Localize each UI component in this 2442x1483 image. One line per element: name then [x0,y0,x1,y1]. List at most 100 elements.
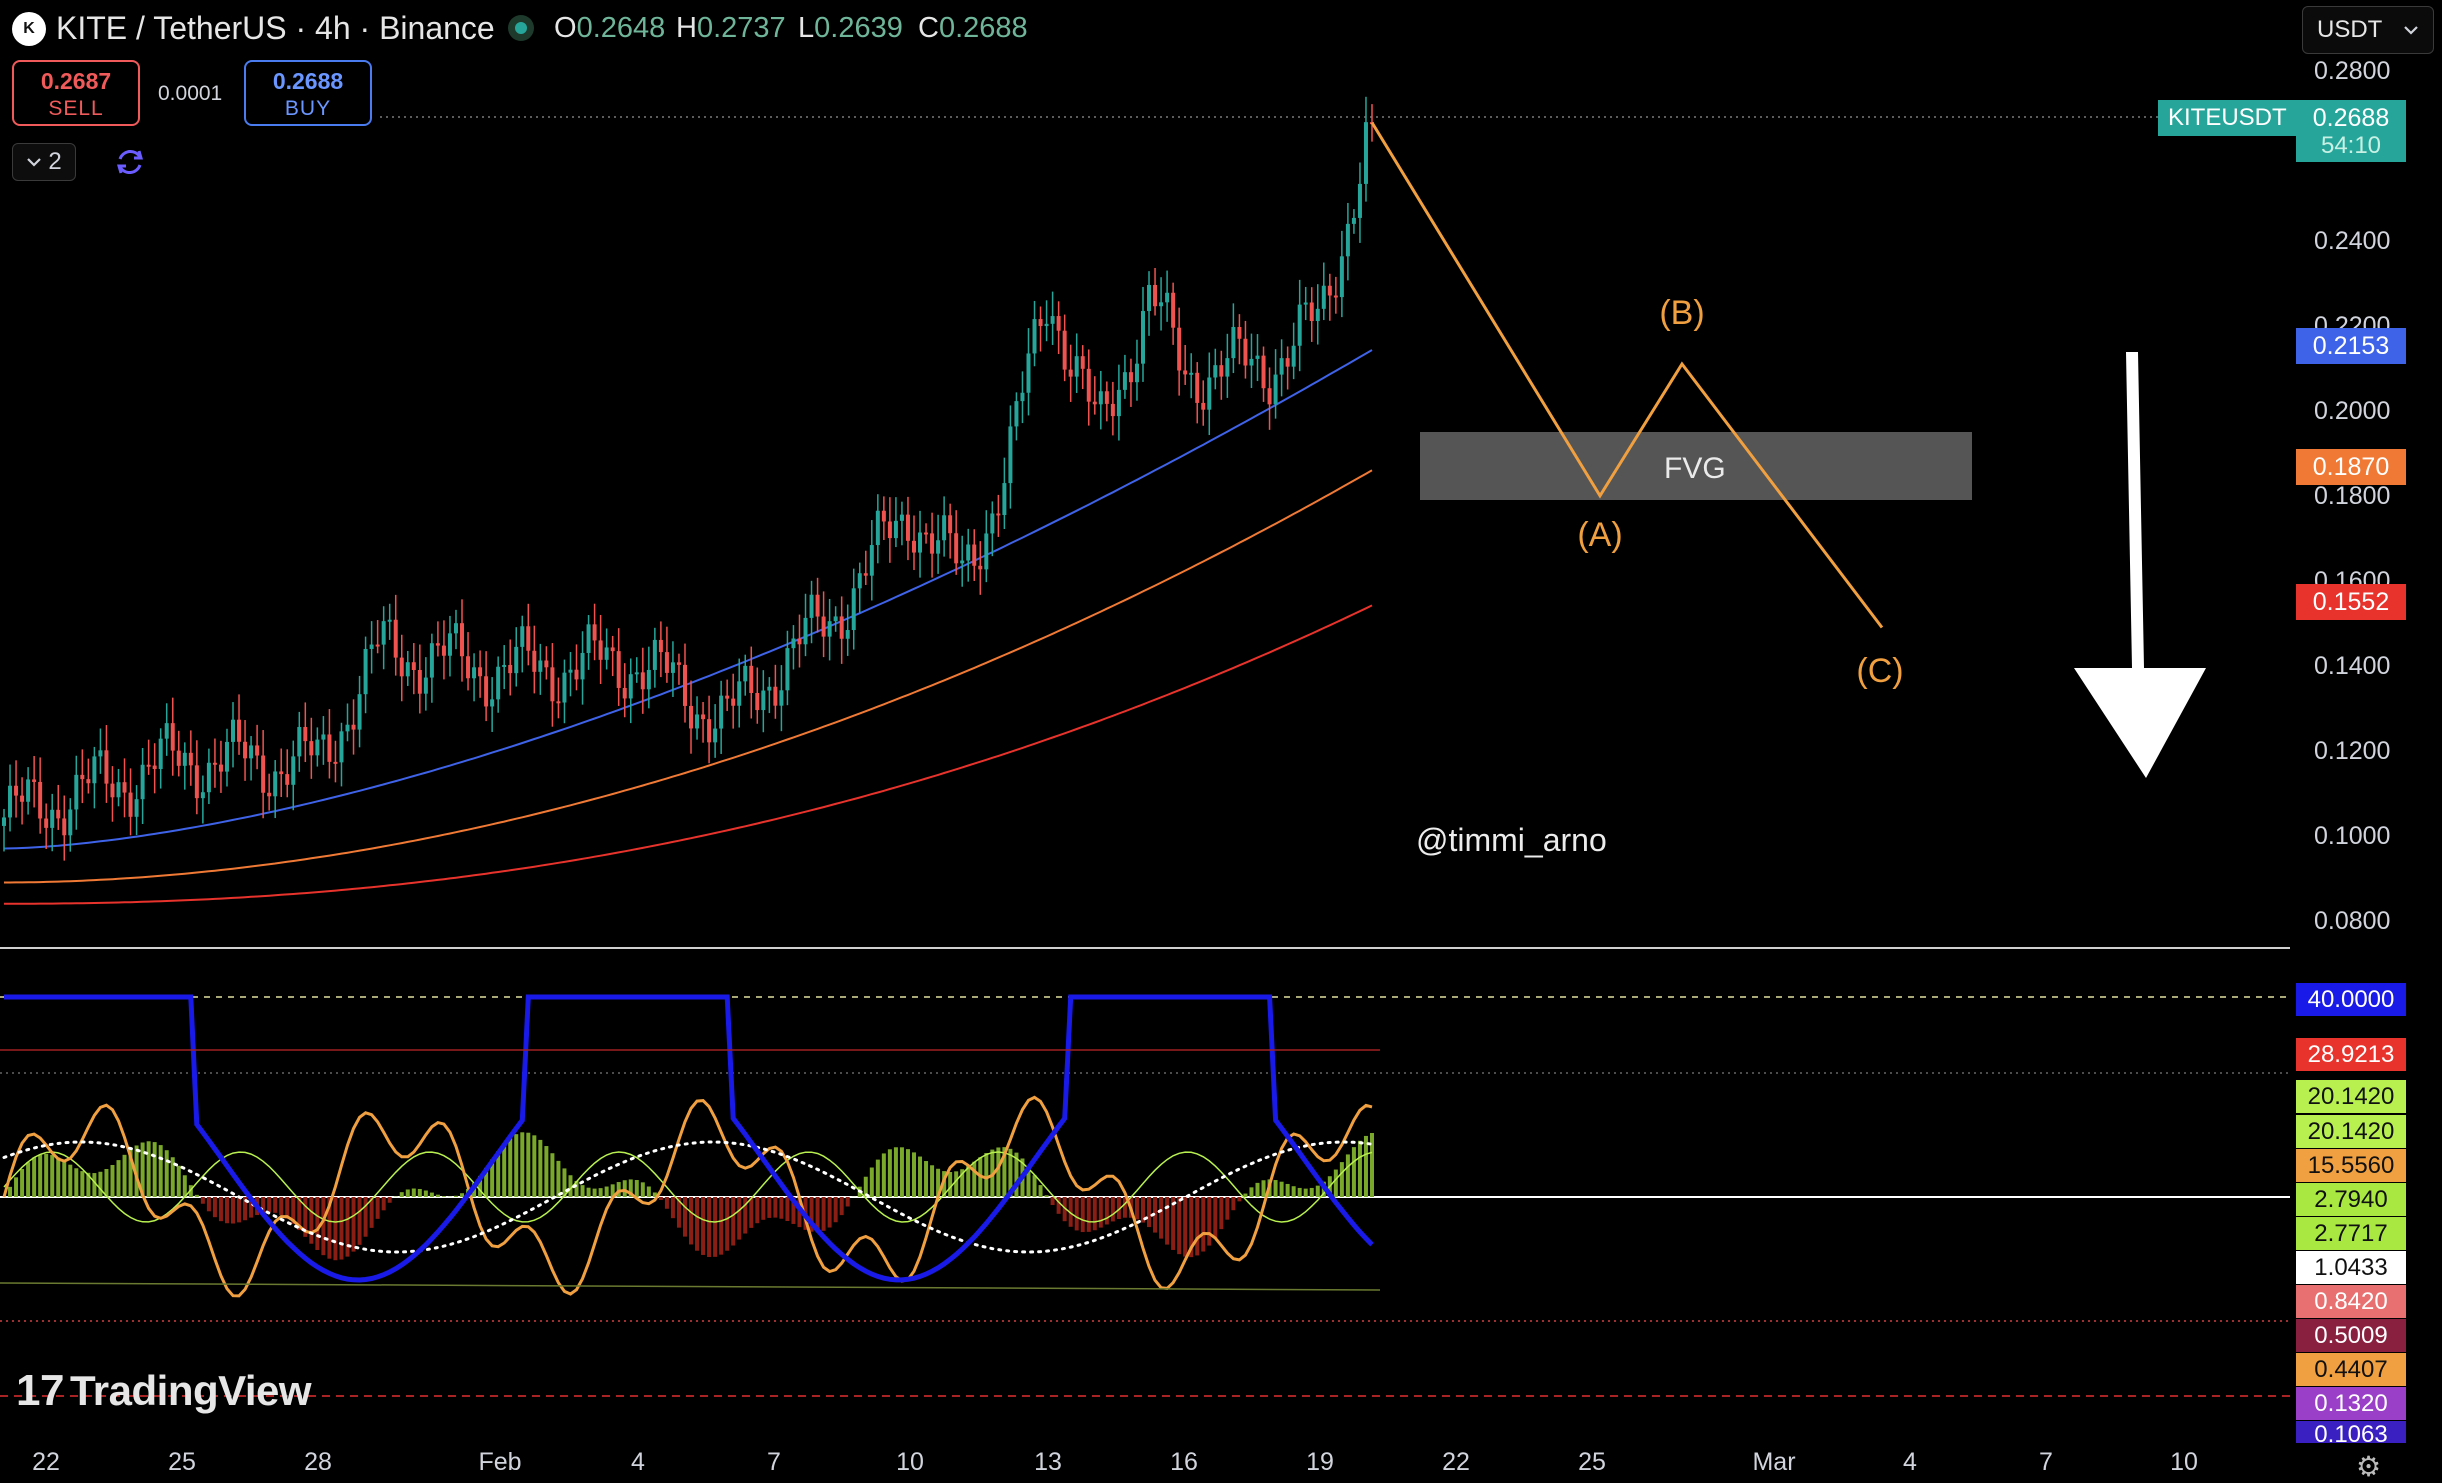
symbol-logo[interactable]: K [12,12,46,46]
candle-body [1159,302,1163,306]
histogram-bar [840,1197,844,1215]
histogram-bar [635,1180,639,1197]
settings-gear-icon[interactable]: ⚙ [2356,1450,2381,1483]
histogram-bar [641,1182,645,1197]
candle-body [86,779,90,783]
histogram-bar [430,1193,434,1197]
currency-select[interactable]: USDT [2302,6,2434,54]
histogram-bar [779,1197,783,1219]
histogram-bar [587,1188,591,1197]
indicator-tag: 0.1063 [2296,1421,2406,1443]
wave-c-label: (C) [1856,652,1903,691]
histogram-bar [1099,1197,1103,1228]
histogram-bar [948,1172,952,1197]
candle-body [339,731,343,762]
ma-mid-line [4,470,1372,882]
candle-body [532,651,536,672]
histogram-bar [1051,1197,1055,1205]
histogram-bar [538,1140,542,1197]
histogram-bar [315,1197,319,1250]
candle-body [436,643,440,645]
histogram-bar [56,1158,60,1197]
ma-mid-tag: 0.1870 [2296,449,2406,485]
candle-body [2,817,6,826]
price-axis-label: 0.1800 [2314,482,2390,511]
tradingview-text: TradingView [70,1367,311,1415]
histogram-bar [123,1155,127,1197]
candle-body [207,763,211,792]
candle-body [460,623,464,656]
histogram-bar [707,1197,711,1257]
candle-body [1183,370,1187,374]
candle-body [147,765,151,767]
histogram-bar [725,1197,729,1251]
tradingview-mark-icon: 17 [16,1366,64,1416]
histogram-bar [26,1162,30,1197]
candle-body [725,696,729,699]
time-axis-label: 10 [896,1448,924,1477]
candle-body [599,640,603,659]
sell-label: SELL [14,97,138,121]
candle-body [189,753,193,766]
ohlc-open: O0.2648 [554,12,665,45]
candle-body [1255,356,1259,359]
candle-body [1243,339,1247,366]
histogram-bar [1081,1197,1085,1232]
histogram-bar [1364,1136,1368,1197]
indicator-tag: 2.7717 [2296,1217,2406,1250]
candle-body [1268,388,1272,404]
price-axis-label: 0.2800 [2314,57,2390,86]
candle-body [1033,319,1037,353]
candle-body [556,701,560,703]
candle-body [279,771,283,774]
candle-body [1045,324,1049,326]
indicator-tag: 0.5009 [2296,1319,2406,1352]
histogram-bar [1219,1197,1223,1229]
histogram-bar [273,1197,277,1213]
ohlc-high: H0.2737 [676,12,786,45]
market-status-icon[interactable] [508,15,534,41]
histogram-bar [177,1166,181,1197]
candle-body [972,544,976,565]
price-axis-label: 0.1000 [2314,822,2390,851]
histogram-bar [20,1169,24,1197]
time-axis-label: 10 [2170,1448,2198,1477]
buy-label: BUY [246,97,370,121]
histogram-bar [846,1197,850,1206]
histogram-bar [876,1160,880,1197]
candle-body [448,633,452,655]
histogram-bar [400,1192,404,1197]
indicator-tag: 28.9213 [2296,1038,2406,1071]
candle-body [303,727,307,741]
candle-body [333,762,337,764]
histogram-bar [1237,1197,1241,1201]
price-axis-label: 0.1200 [2314,737,2390,766]
histogram-bar [195,1195,199,1197]
buy-button[interactable]: 0.2688 BUY [244,60,372,126]
histogram-bar [906,1149,910,1197]
histogram-bar [593,1189,597,1197]
histogram-bar [719,1197,723,1255]
candle-body [912,541,916,553]
candle-body [1322,286,1326,309]
histogram-bar [1045,1195,1049,1197]
symbol-title[interactable]: KITE / TetherUS · 4h · Binance [56,10,495,47]
histogram-bar [406,1189,410,1197]
sell-button[interactable]: 0.2687 SELL [12,60,140,126]
abc-projection-line [1372,123,1882,628]
candle-body [267,793,271,797]
candle-body [1316,309,1320,321]
candle-body [617,651,621,688]
histogram-bar [954,1171,958,1197]
candle-body [68,809,72,835]
histogram-bar [737,1197,741,1240]
fvg-label: FVG [1664,452,1726,486]
indicators-toggle[interactable]: 2 [12,143,76,181]
candle-body [104,750,108,783]
histogram-bar [894,1147,898,1197]
candle-body [677,662,681,665]
histogram-bar [98,1172,102,1197]
time-axis-label: 13 [1034,1448,1062,1477]
sync-icon[interactable] [110,142,150,182]
